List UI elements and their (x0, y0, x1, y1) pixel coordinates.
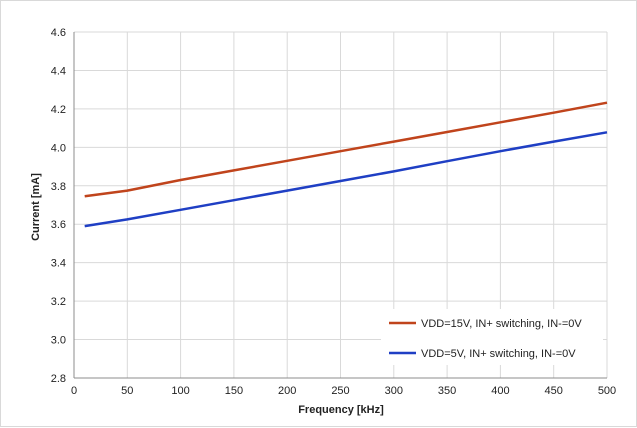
x-tick-label: 300 (385, 385, 403, 397)
axes (73, 32, 607, 379)
legend-label-vdd15: VDD=15V, IN+ switching, IN-=0V (421, 318, 582, 330)
x-tick-label: 450 (545, 385, 563, 397)
y-tick-label: 3.4 (51, 258, 66, 270)
y-axis-title: Current [mA] (30, 173, 42, 241)
x-tick-label: 500 (598, 385, 616, 397)
series-line-vdd5 (84, 131, 608, 228)
x-tick-label: 0 (71, 385, 77, 397)
legend-label-vdd5: VDD=5V, IN+ switching, IN-=0V (421, 348, 576, 360)
x-tick-label: 150 (225, 385, 243, 397)
x-tick-label: 100 (171, 385, 189, 397)
y-tick-label: 4.4 (51, 65, 66, 77)
x-tick-label: 200 (278, 385, 296, 397)
x-tick-label: 250 (331, 385, 349, 397)
series-lines (84, 101, 608, 228)
y-tick-label: 3.8 (51, 181, 66, 193)
legend-box (381, 309, 603, 365)
tick-labels: 0 50 100 150 200 250 300 350 400 450 500 2.8 3.0 3.2 3… (51, 27, 616, 397)
y-tick-label: 3.2 (51, 296, 66, 308)
y-tick-label: 3.6 (51, 219, 66, 231)
series-line-vdd15 (84, 101, 608, 198)
legend: VDD=15V, IN+ switching, IN-=0V VDD=5V, I… (381, 309, 603, 365)
y-tick-label: 4.0 (51, 142, 66, 154)
x-tick-label: 400 (491, 385, 509, 397)
y-tick-label: 3.0 (51, 335, 66, 347)
y-tick-label: 2.8 (51, 373, 66, 385)
x-tick-label: 350 (438, 385, 456, 397)
y-tick-label: 4.6 (51, 27, 66, 39)
y-tick-label: 4.2 (51, 104, 66, 116)
x-axis-title: Frequency [kHz] (298, 404, 384, 416)
x-tick-label: 50 (121, 385, 133, 397)
